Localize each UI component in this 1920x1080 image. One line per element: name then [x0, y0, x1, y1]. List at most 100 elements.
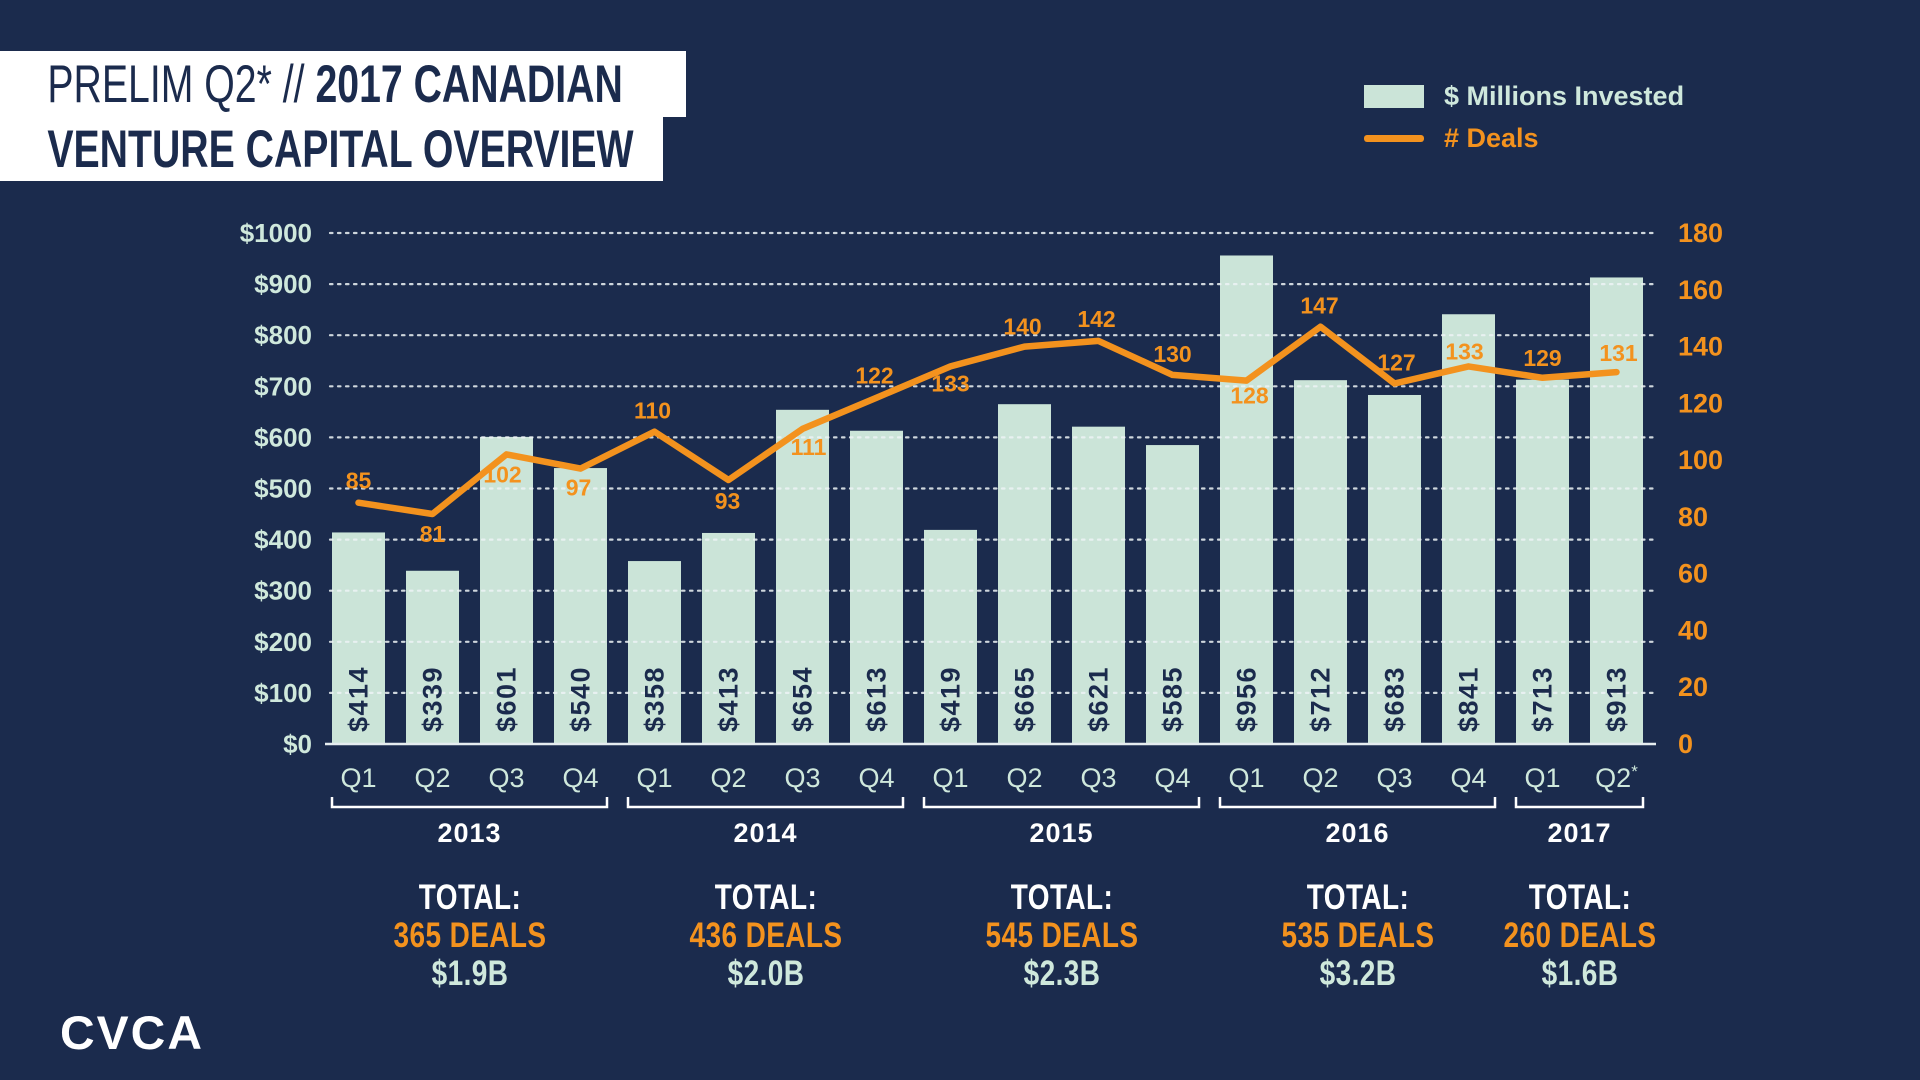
deals-point-label: 140	[1003, 314, 1041, 340]
left-axis-tick: $300	[254, 576, 312, 606]
total-block-2013: TOTAL: 365 DEALS $1.9B	[393, 879, 546, 993]
total-block-2014: TOTAL: 436 DEALS $2.0B	[689, 879, 842, 993]
quarter-label: Q2	[710, 763, 746, 793]
deals-point-label: 102	[483, 461, 521, 487]
quarter-label: Q4	[858, 763, 894, 793]
bar-value-label: $665	[1010, 666, 1040, 732]
deals-point-label: 81	[420, 521, 446, 547]
left-axis-tick: $800	[254, 320, 312, 350]
bar	[1368, 394, 1421, 744]
quarter-label: Q3	[1080, 763, 1116, 793]
bar-value-label: $956	[1232, 666, 1262, 732]
bar-value-label: $621	[1084, 666, 1114, 732]
bar-value-label: $358	[640, 666, 670, 732]
right-axis-tick: 160	[1678, 275, 1723, 305]
right-axis-tick: 0	[1678, 729, 1693, 759]
bar	[1590, 277, 1643, 744]
right-axis-tick: 140	[1678, 332, 1723, 362]
bar	[924, 529, 977, 744]
left-axis-tick: $100	[254, 678, 312, 708]
total-label-text: TOTAL:	[1010, 878, 1113, 917]
line-swatch-icon	[1364, 134, 1424, 142]
quarter-label: Q2*	[1595, 762, 1638, 793]
deals-point-label: 97	[566, 475, 592, 501]
bar	[1294, 380, 1347, 744]
deals-point-label: 129	[1523, 345, 1561, 371]
right-axis-tick: 120	[1678, 388, 1723, 418]
legend-label-millions: $ Millions Invested	[1444, 80, 1685, 111]
year-label: 2014	[733, 818, 797, 848]
total-label-text: TOTAL:	[1528, 878, 1631, 917]
quarter-label: Q4	[562, 763, 598, 793]
total-deals-text: 436 DEALS	[689, 916, 842, 955]
quarter-label: Q4	[1154, 763, 1190, 793]
deals-point-label: 111	[791, 434, 827, 460]
total-amount-text: $2.0B	[727, 954, 804, 993]
bar	[998, 404, 1051, 744]
total-block-2016: TOTAL: 535 DEALS $3.2B	[1281, 879, 1434, 993]
total-label-text: TOTAL:	[418, 878, 521, 917]
bar	[850, 430, 903, 744]
legend-row-deals: # Deals	[1364, 122, 1684, 154]
title-prelim-text: PRELIM Q2*	[47, 54, 283, 114]
bar-value-label: $654	[788, 666, 818, 732]
year-label: 2016	[1325, 818, 1389, 848]
quarter-label: Q4	[1450, 763, 1486, 793]
total-deals-text: 545 DEALS	[985, 916, 1138, 955]
right-axis-tick: 80	[1678, 502, 1708, 532]
bar-value-label: $339	[418, 666, 448, 732]
legend: $ Millions Invested # Deals	[1364, 80, 1684, 164]
bar-value-label: $419	[936, 666, 966, 732]
title-separator: //	[282, 54, 316, 114]
bar-value-label: $585	[1158, 666, 1188, 732]
deals-point-label: 110	[634, 398, 671, 424]
right-axis-tick: 20	[1678, 672, 1708, 702]
bar	[406, 570, 459, 744]
title-year-text: 2017 CANADIAN	[315, 54, 623, 114]
left-axis-tick: $900	[254, 269, 312, 299]
right-axis-tick: 60	[1678, 559, 1708, 589]
bar	[1072, 426, 1125, 744]
deals-point-label: 131	[1599, 340, 1638, 366]
quarter-label: Q1	[340, 763, 376, 793]
deals-point-label: 142	[1077, 306, 1115, 332]
page-title-line2: VENTURE CAPITAL OVERVIEW	[47, 119, 634, 179]
deals-point-label: 133	[1445, 338, 1483, 364]
total-block-2015: TOTAL: 545 DEALS $2.3B	[985, 879, 1138, 993]
title-box-line2: VENTURE CAPITAL OVERVIEW	[0, 117, 663, 181]
total-amount-text: $1.6B	[1541, 954, 1618, 993]
bar-value-label: $414	[344, 666, 374, 732]
bar-value-label: $841	[1454, 666, 1484, 732]
bar	[702, 532, 755, 744]
bar-swatch-icon	[1364, 84, 1424, 108]
bar	[554, 468, 607, 744]
deals-point-label: 147	[1300, 293, 1338, 319]
quarter-label: Q1	[1524, 763, 1560, 793]
total-block-2017: TOTAL: 260 DEALS $1.6B	[1503, 879, 1656, 993]
quarter-label: Q3	[488, 763, 524, 793]
total-deals-text: 365 DEALS	[393, 916, 546, 955]
left-axis-tick: $1000	[240, 218, 312, 248]
bar	[776, 409, 829, 744]
deals-point-label: 130	[1153, 341, 1191, 367]
quarter-label: Q2	[414, 763, 450, 793]
quarter-label: Q3	[784, 763, 820, 793]
total-amount-text: $2.3B	[1023, 954, 1100, 993]
deals-point-label: 133	[931, 370, 969, 396]
year-label: 2017	[1547, 818, 1611, 848]
year-bracket	[626, 797, 905, 809]
quarter-label: Q3	[1376, 763, 1412, 793]
total-amount-text: $1.9B	[431, 954, 508, 993]
year-label: 2013	[437, 818, 501, 848]
bar	[1220, 255, 1273, 744]
cvca-logo: CVCA	[60, 1006, 205, 1059]
left-axis-tick: $600	[254, 422, 312, 452]
deals-point-label: 122	[855, 363, 893, 389]
bar	[1516, 379, 1569, 744]
year-bracket	[330, 797, 609, 809]
bar-value-label: $712	[1306, 666, 1336, 732]
legend-row-millions: $ Millions Invested	[1364, 80, 1684, 112]
quarter-label: Q1	[636, 763, 672, 793]
bar-value-label: $613	[862, 666, 892, 732]
legend-label-deals: # Deals	[1444, 122, 1539, 153]
